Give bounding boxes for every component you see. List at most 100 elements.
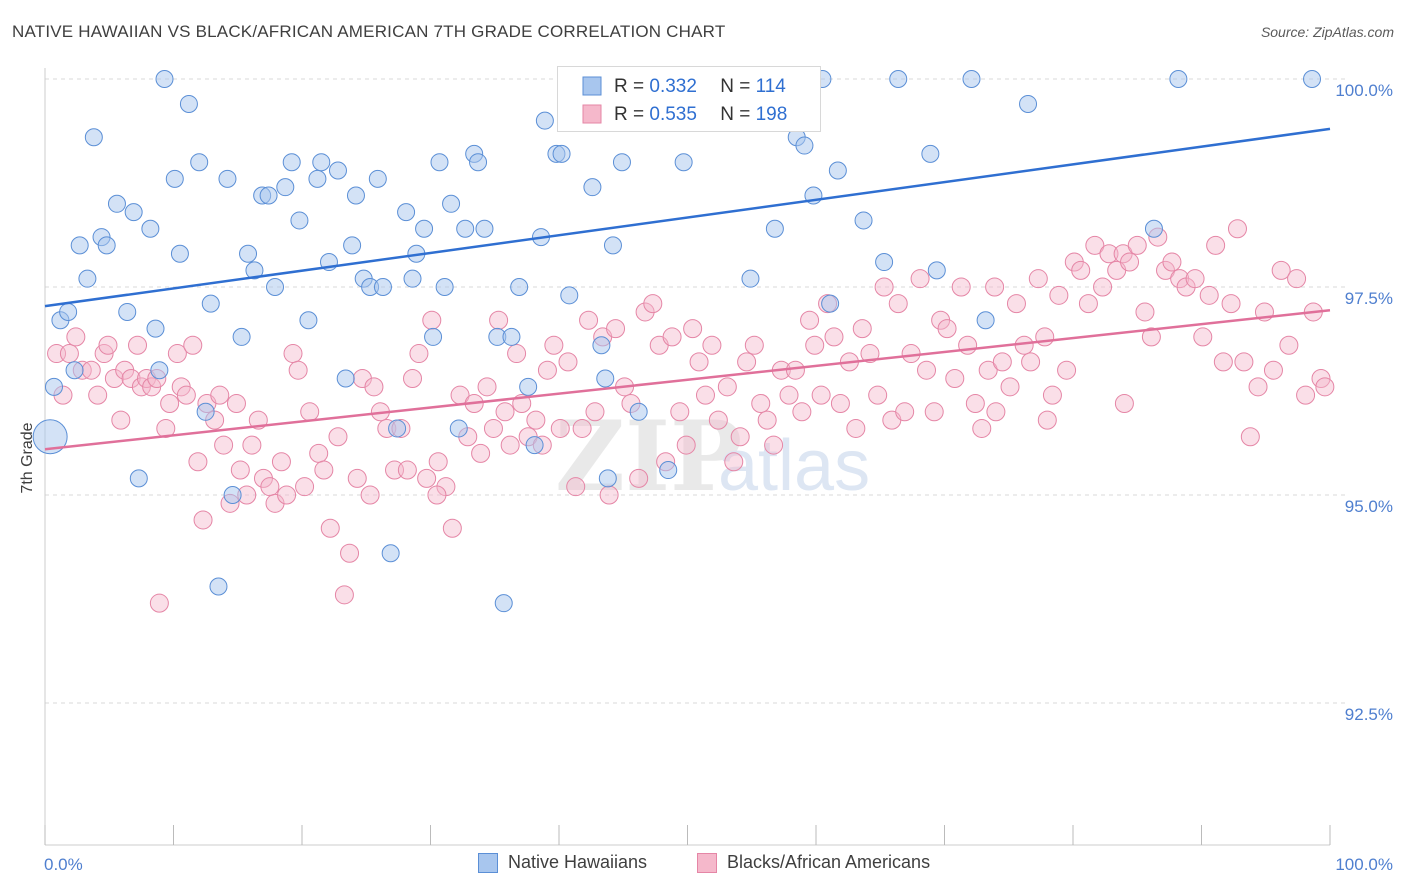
data-point-blacks	[1093, 277, 1113, 297]
data-point-blacks	[409, 344, 429, 364]
trend-lines	[44, 127, 1331, 451]
data-point-hawaiians	[525, 436, 544, 455]
legend-n-label-2: N =	[720, 104, 756, 125]
data-point-hawaiians	[424, 327, 443, 346]
data-point-blacks	[572, 418, 592, 438]
data-point-blacks	[271, 452, 291, 472]
data-point-hawaiians	[223, 486, 242, 504]
data-point-blacks	[811, 385, 831, 405]
data-point-blacks	[676, 435, 696, 455]
data-point-hawaiians	[124, 203, 143, 222]
data-point-hawaiians	[368, 169, 387, 188]
data-point-hawaiians	[889, 70, 908, 88]
data-point-hawaiians	[1019, 94, 1038, 113]
data-point-blacks	[417, 468, 437, 488]
data-point-hawaiians	[674, 153, 693, 172]
data-point-hawaiians	[218, 169, 237, 188]
data-point-blacks	[500, 435, 520, 455]
data-point-hawaiians	[519, 377, 538, 396]
legend-r-label-1: R =	[614, 76, 650, 97]
data-point-blacks	[328, 427, 348, 447]
grid-lines	[45, 78, 1345, 704]
data-point-blacks	[495, 402, 515, 422]
data-point-hawaiians	[921, 144, 940, 163]
data-point-hawaiians	[170, 244, 189, 263]
data-point-blacks	[779, 385, 799, 405]
y-tick-label: 100.0%	[1335, 81, 1393, 100]
data-point-blacks	[1206, 235, 1226, 255]
data-point-blacks	[1240, 427, 1260, 447]
data-point-hawaiians	[741, 269, 760, 288]
y-axis-label: 7th Grade	[19, 422, 36, 493]
data-point-hawaiians	[276, 178, 295, 197]
data-point-blacks	[662, 327, 682, 347]
data-point-hawaiians	[629, 402, 648, 421]
data-point-blacks	[489, 310, 509, 330]
data-point-blacks	[1071, 260, 1091, 280]
data-point-blacks	[364, 377, 384, 397]
x-tick-label-min: 0.0%	[44, 855, 83, 874]
legend-item-blacks: Blacks/African Americans	[697, 852, 930, 873]
series-legend: Native Hawaiians Blacks/African American…	[0, 852, 1406, 878]
data-point-blacks	[985, 277, 1005, 297]
data-point-blacks	[66, 327, 86, 347]
data-point-blacks	[888, 294, 908, 314]
data-point-blacks	[314, 460, 334, 480]
data-point-blacks	[737, 352, 757, 372]
data-point-blacks	[320, 518, 340, 538]
data-point-hawaiians	[469, 153, 488, 172]
data-point-blacks	[226, 393, 246, 413]
data-point-blacks	[606, 319, 626, 339]
data-point-blacks	[1234, 352, 1254, 372]
data-point-hawaiians	[603, 236, 622, 255]
data-point-blacks	[1078, 294, 1098, 314]
legend-n-label-1: N =	[720, 76, 756, 97]
data-point-blacks	[1114, 393, 1134, 413]
data-point-blacks	[629, 468, 649, 488]
data-point-hawaiians	[456, 219, 475, 238]
data-point-hawaiians	[560, 286, 579, 305]
data-point-blacks	[1120, 252, 1140, 272]
data-point-hawaiians	[336, 369, 355, 388]
data-point-blacks	[1141, 327, 1161, 347]
data-point-hawaiians	[449, 419, 468, 438]
data-point-blacks	[188, 452, 208, 472]
data-point-hawaiians	[510, 278, 529, 296]
data-point-blacks	[751, 393, 771, 413]
data-point-hawaiians	[962, 70, 981, 88]
data-point-blacks	[442, 518, 462, 538]
legend-swatch-hawaiians-bottom	[478, 852, 498, 873]
data-point-blacks	[1248, 377, 1268, 397]
data-point-blacks	[230, 460, 250, 480]
axes	[44, 68, 1331, 846]
data-point-blacks	[149, 593, 169, 613]
data-point-hawaiians	[150, 361, 169, 380]
data-point-hawaiians	[209, 577, 228, 596]
data-point-blacks	[585, 402, 605, 422]
data-point-blacks	[917, 360, 937, 380]
data-point-hawaiians	[146, 319, 165, 338]
data-point-hawaiians	[388, 419, 407, 438]
data-point-blacks	[785, 360, 805, 380]
data-point-hawaiians	[583, 178, 602, 197]
data-point-blacks	[683, 319, 703, 339]
data-point-blacks	[868, 385, 888, 405]
data-point-blacks	[599, 485, 619, 505]
x-tick-label-max: 100.0%	[1335, 855, 1393, 874]
legend-swatch-hawaiians	[582, 76, 602, 96]
data-point-blacks	[104, 369, 124, 389]
data-point-hawaiians	[179, 94, 198, 113]
legend-n-value-1: 114	[755, 76, 786, 97]
legend-item-hawaiians: Native Hawaiians	[478, 852, 647, 873]
data-point-blacks	[992, 352, 1012, 372]
data-point-hawaiians	[282, 153, 301, 172]
data-point-blacks	[910, 269, 930, 289]
data-point-blacks	[428, 452, 448, 472]
data-point-blacks	[860, 344, 880, 364]
data-point-hawaiians	[59, 302, 78, 321]
data-point-hawaiians	[596, 369, 615, 388]
data-point-blacks	[403, 369, 423, 389]
legend-swatch-blacks-bottom	[697, 852, 717, 873]
data-point-hawaiians	[346, 186, 365, 205]
